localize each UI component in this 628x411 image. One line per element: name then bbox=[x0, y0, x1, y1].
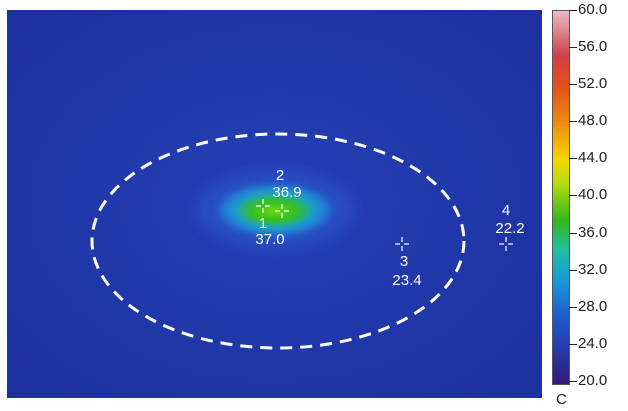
colorbar-tick bbox=[569, 10, 577, 11]
thermal-image: 2 36.9 1 37.0 3 23.4 4 22.2 bbox=[7, 10, 542, 398]
colorbar-tick-label: 56.0 bbox=[578, 38, 608, 55]
spot-3-temperature: 23.4 bbox=[392, 272, 421, 289]
spot-2-id: 2 bbox=[276, 167, 284, 184]
colorbar-tick bbox=[569, 195, 577, 196]
colorbar-tick-label: 60.0 bbox=[578, 1, 608, 18]
spot-marker-3 bbox=[395, 237, 409, 251]
colorbar-tick bbox=[569, 233, 577, 234]
colorbar-tick-label: 24.0 bbox=[578, 335, 608, 352]
dashed-roi-ellipse bbox=[90, 132, 466, 350]
spot-marker-4 bbox=[499, 237, 513, 251]
colorbar-unit-label: C bbox=[556, 391, 567, 408]
hotspot-core bbox=[234, 194, 314, 228]
spot-3-id: 3 bbox=[400, 253, 408, 270]
colorbar-tick-label: 40.0 bbox=[578, 186, 608, 203]
colorbar-tick-label: 48.0 bbox=[578, 112, 608, 129]
spot-2-temperature: 36.9 bbox=[272, 184, 301, 201]
temperature-colorbar bbox=[552, 10, 570, 385]
colorbar-tick-label: 20.0 bbox=[578, 372, 608, 389]
colorbar-tick bbox=[569, 47, 577, 48]
spot-1-id: 1 bbox=[259, 215, 267, 232]
colorbar-tick bbox=[569, 121, 577, 122]
colorbar-tick-label: 44.0 bbox=[578, 149, 608, 166]
spot-marker-1 bbox=[256, 199, 270, 213]
spot-marker-2 bbox=[275, 204, 289, 218]
colorbar-tick-label: 52.0 bbox=[578, 75, 608, 92]
colorbar-tick bbox=[569, 84, 577, 85]
colorbar-tick bbox=[569, 307, 577, 308]
colorbar-tick-label: 36.0 bbox=[578, 224, 608, 241]
colorbar-tick-label: 32.0 bbox=[578, 261, 608, 278]
colorbar-tick bbox=[569, 158, 577, 159]
colorbar-tick bbox=[569, 381, 577, 382]
spot-4-temperature: 22.2 bbox=[495, 220, 524, 237]
colorbar-tick bbox=[569, 344, 577, 345]
colorbar-tick-label: 28.0 bbox=[578, 298, 608, 315]
colorbar-tick bbox=[569, 270, 577, 271]
spot-1-temperature: 37.0 bbox=[255, 231, 284, 248]
spot-4-id: 4 bbox=[502, 202, 510, 219]
